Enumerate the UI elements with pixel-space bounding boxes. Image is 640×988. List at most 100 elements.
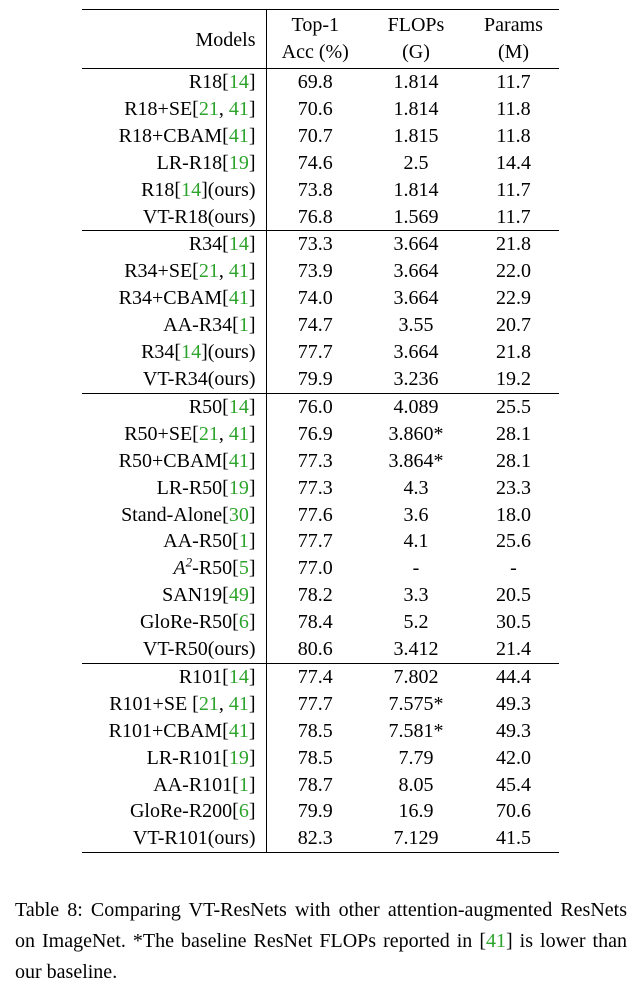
model-name: R34[14](ours) xyxy=(82,339,267,366)
flops-value: 3.6 xyxy=(403,503,429,526)
table-row: VT-R18(ours) 76.8 1.569 11.7 xyxy=(82,203,559,231)
citation-link[interactable]: 14 xyxy=(181,178,202,201)
model-name: R50+CBAM[41] xyxy=(82,447,267,475)
top1-acc-value: 74.7 xyxy=(297,314,333,337)
citation-link[interactable]: 41 xyxy=(228,287,249,310)
flops-value: 5.2 xyxy=(403,611,429,634)
top1-acc-value: 73.3 xyxy=(266,230,364,259)
top1-acc-value: 77.7 xyxy=(297,530,333,553)
group-resnet50: R50[14] 76.0 4.089 25.5 R50+SE[21, 41] 76.9 3.… xyxy=(82,392,559,664)
flops-value: 7.581* xyxy=(388,719,444,742)
model-label-suffix: ] xyxy=(248,773,256,796)
citation-link[interactable]: 30 xyxy=(228,503,249,526)
model-label-suffix: ] xyxy=(248,97,256,120)
model-name: AA-R34[1] xyxy=(82,312,267,340)
table-row: AA-R101[1] 78.7 8.05 45.4 xyxy=(82,771,559,799)
citation-link[interactable]: 1 xyxy=(238,773,249,796)
model-label: LR-R101[ xyxy=(146,746,229,769)
flops-value: 7.575* xyxy=(388,692,444,715)
model-label-suffix: ] xyxy=(248,746,256,769)
params-value: 45.4 xyxy=(496,773,531,796)
flops-value: 4.1 xyxy=(403,530,429,553)
params-value: 49.3 xyxy=(496,719,531,742)
citation-separator: , xyxy=(218,692,229,715)
model-label: R101+SE [ xyxy=(109,692,199,715)
table-row: R50+SE[21, 41] 76.9 3.860* 28.1 xyxy=(82,420,559,448)
flops-value: 16.9 xyxy=(398,800,434,823)
top1-acc-value: 77.0 xyxy=(297,557,333,580)
params-value: 19.2 xyxy=(496,367,531,390)
model-name: Stand-Alone[30] xyxy=(82,501,267,529)
flops-value: 1.814 xyxy=(364,67,468,96)
table-caption: Table 8: Comparing VT-ResNets with other… xyxy=(15,895,627,988)
model-label-suffix: ] xyxy=(248,71,256,93)
citation-link[interactable]: 1 xyxy=(238,530,249,553)
model-label: AA-R50[ xyxy=(163,530,239,553)
header-params: Params xyxy=(484,14,543,36)
citation-link[interactable]: 41 xyxy=(228,260,249,283)
citation-link[interactable]: 14 xyxy=(228,665,249,688)
flops-value: 3.860* xyxy=(388,422,444,445)
citation-link[interactable]: 21 xyxy=(198,692,219,715)
citation-link[interactable]: 41 xyxy=(228,124,249,147)
citation-link[interactable]: 41 xyxy=(228,692,249,715)
params-value: 25.5 xyxy=(468,392,559,421)
top1-acc-value: 79.9 xyxy=(297,367,333,390)
model-label: GloRe-R200[ xyxy=(129,800,239,823)
model-name: GloRe-R50[6] xyxy=(82,609,267,637)
citation-link[interactable]: 19 xyxy=(228,151,249,174)
params-value: 49.3 xyxy=(496,692,531,715)
model-label-suffix: ] xyxy=(248,287,256,310)
citation-link[interactable]: 41 xyxy=(228,422,249,445)
table-row: LR-R18[19] 74.6 2.5 14.4 xyxy=(82,149,559,177)
citation-link[interactable]: 41 xyxy=(228,449,249,472)
citation-link[interactable]: 14 xyxy=(228,395,249,418)
citation-link[interactable]: 14 xyxy=(228,233,249,256)
caption-citation[interactable]: 41 xyxy=(485,930,506,952)
citation-link[interactable]: 14 xyxy=(181,341,202,364)
table-row: VT-R34(ours) 79.9 3.236 19.2 xyxy=(82,365,559,394)
model-name: R50+SE[21, 41] xyxy=(82,420,267,448)
citation-link[interactable]: 21 xyxy=(198,97,219,120)
citation-link[interactable]: 41 xyxy=(228,719,249,742)
citation-link[interactable]: 14 xyxy=(228,71,249,93)
citation-link[interactable]: 6 xyxy=(238,800,249,823)
params-value: 11.7 xyxy=(496,178,531,201)
model-name: R18[14] xyxy=(82,67,267,96)
results-table: Models Top-1 FLOPs Params Acc (%) (G) (M… xyxy=(82,9,559,854)
model-label-suffix: ] xyxy=(248,611,256,634)
model-name: LR-R101[19] xyxy=(82,744,267,772)
top1-acc-value: 77.7 xyxy=(297,692,333,715)
params-value: 21.8 xyxy=(496,341,531,364)
citation-link[interactable]: 19 xyxy=(228,746,249,769)
citation-link[interactable]: 49 xyxy=(228,584,249,607)
model-name: R18+CBAM[41] xyxy=(82,122,267,150)
table-row: VT-R101(ours) 82.3 7.129 41.5 xyxy=(82,825,559,854)
model-label: -R50[ xyxy=(192,557,239,580)
model-label: R50+SE[ xyxy=(124,422,199,445)
model-name: LR-R18[19] xyxy=(82,149,267,177)
model-label-suffix: ] xyxy=(248,719,256,742)
params-value: 18.0 xyxy=(496,503,531,526)
citation-link[interactable]: 6 xyxy=(238,611,249,634)
model-label-suffix: ] xyxy=(248,151,256,174)
top1-acc-value: 80.6 xyxy=(297,638,333,661)
top1-acc-value: 76.8 xyxy=(297,205,333,228)
citation-link[interactable]: 41 xyxy=(228,97,249,120)
citation-link[interactable]: 19 xyxy=(228,476,249,499)
model-label: R34+CBAM[ xyxy=(118,287,229,310)
model-label-suffix: ](ours) xyxy=(201,178,256,201)
table-row: R50[14] 76.0 4.089 25.5 xyxy=(82,392,559,421)
table-row: R101[14] 77.4 7.802 44.4 xyxy=(82,662,559,691)
caption-text-2: ] is lower than our baseline. xyxy=(15,930,627,983)
model-label-suffix: ] xyxy=(248,260,256,283)
citation-link[interactable]: 21 xyxy=(198,422,219,445)
top1-acc-value: 78.7 xyxy=(297,773,333,796)
citation-link[interactable]: 21 xyxy=(198,260,219,283)
citation-link[interactable]: 5 xyxy=(238,557,249,580)
flops-value: 1.814 xyxy=(393,178,439,201)
citation-separator: , xyxy=(218,260,229,283)
model-label: R50+CBAM[ xyxy=(118,449,229,472)
citation-link[interactable]: 1 xyxy=(238,314,249,337)
header-flops-unit: (G) xyxy=(402,41,430,63)
